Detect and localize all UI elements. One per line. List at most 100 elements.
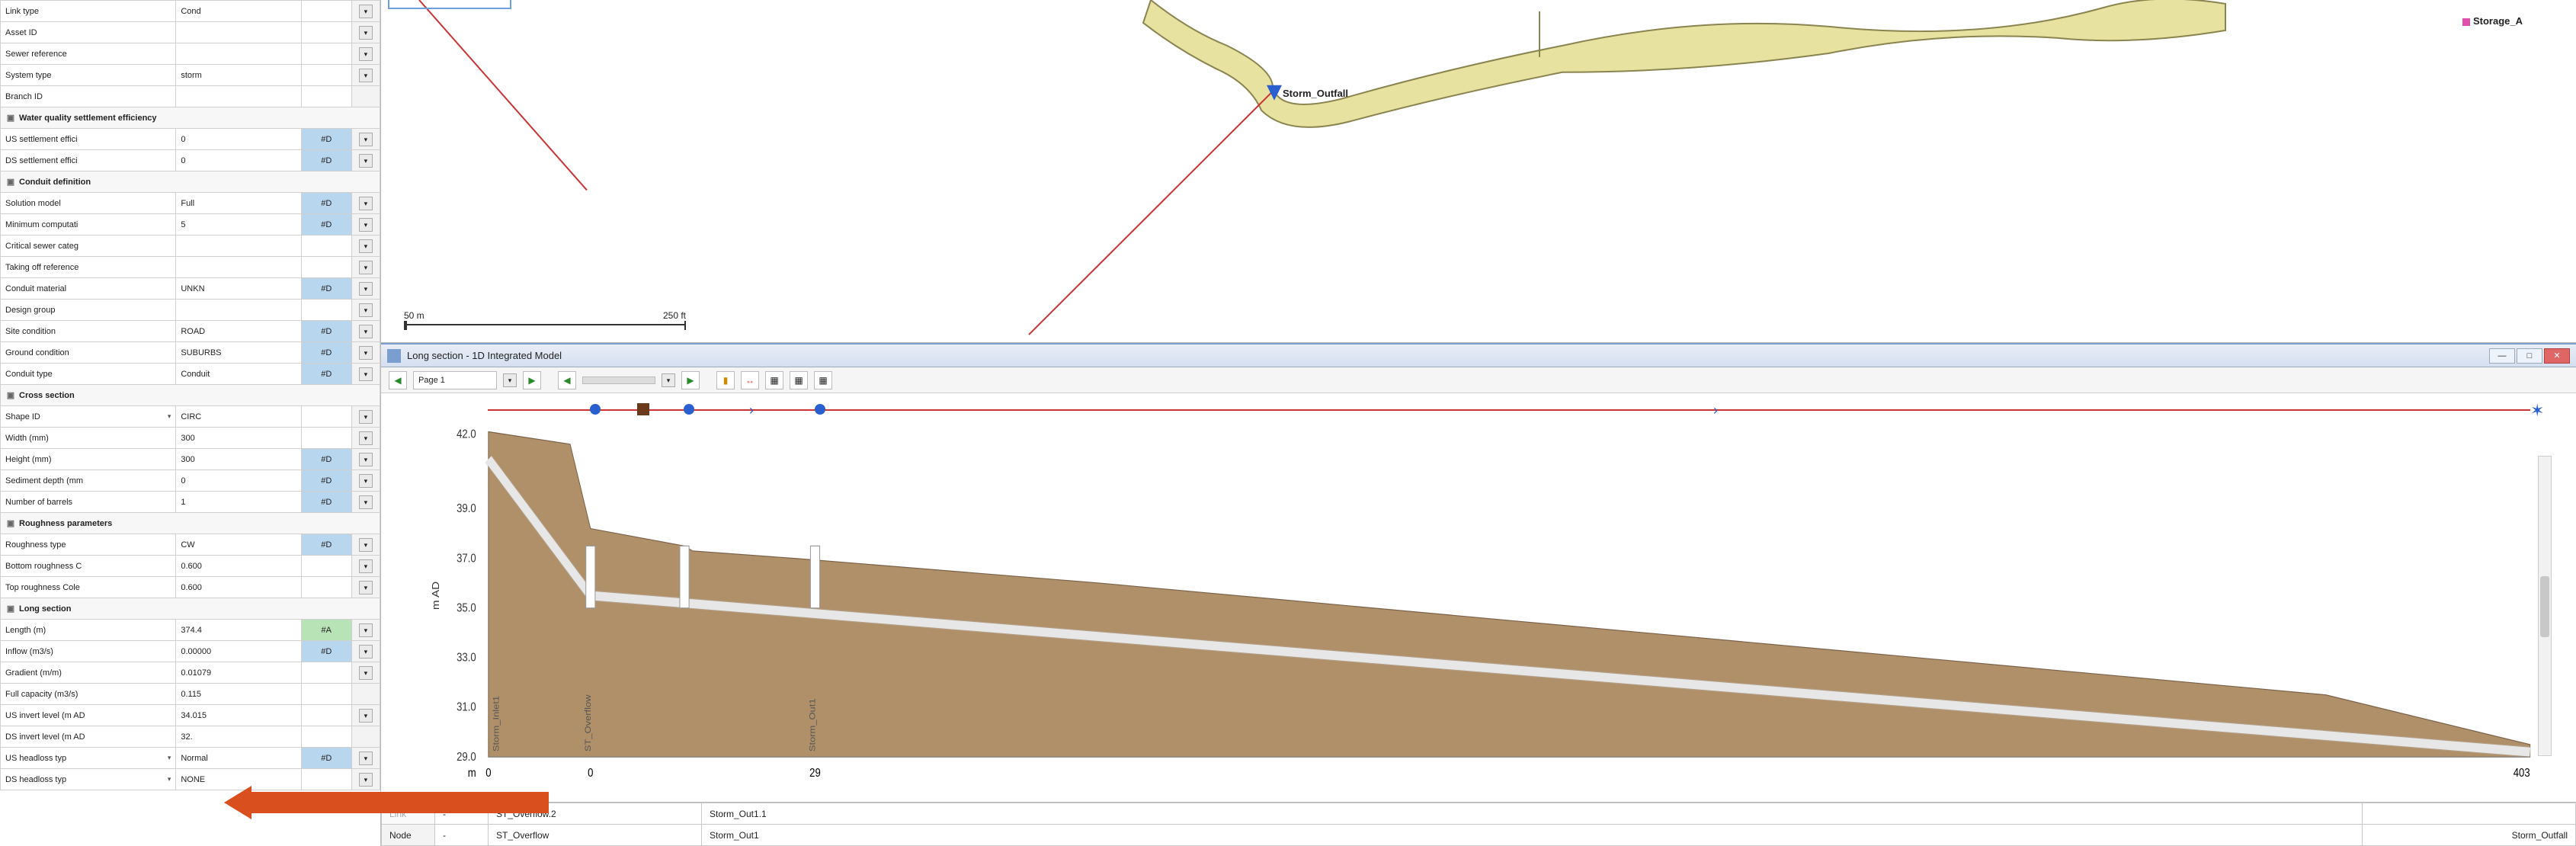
group-header[interactable]: ▣Roughness parameters (1, 513, 380, 534)
prop-value[interactable]: 374.4 (176, 620, 302, 641)
prop-flag[interactable]: #D (301, 492, 351, 513)
slider-dropdown[interactable]: ▾ (662, 373, 675, 387)
dropdown-icon[interactable]: ▾ (359, 261, 373, 274)
prop-flag[interactable] (301, 300, 351, 321)
collapse-icon[interactable]: ▣ (5, 177, 16, 187)
prop-value[interactable]: 0 (176, 129, 302, 150)
group-header[interactable]: ▣Conduit definition (1, 171, 380, 193)
prop-value[interactable]: UNKN (176, 278, 302, 300)
dropdown-icon[interactable]: ▾ (359, 47, 373, 61)
prop-flag[interactable] (301, 684, 351, 705)
prop-value[interactable]: Normal (176, 748, 302, 769)
grid-tool-1-button[interactable]: ▦ (765, 371, 783, 389)
prop-dropdown[interactable]: ▾ (351, 257, 380, 278)
prop-dropdown[interactable]: ▾ (351, 769, 380, 790)
page-indicator[interactable]: Page 1 (413, 371, 497, 389)
prop-dropdown[interactable]: ▾ (351, 641, 380, 662)
prop-flag[interactable]: #D (301, 470, 351, 492)
prop-flag[interactable] (301, 257, 351, 278)
prop-value[interactable] (176, 22, 302, 43)
prop-value[interactable]: 5 (176, 214, 302, 236)
prop-dropdown[interactable]: ▾ (351, 364, 380, 385)
prop-flag[interactable] (301, 705, 351, 726)
prev-page-button[interactable]: ◀ (389, 371, 407, 389)
dropdown-icon[interactable]: ▾ (359, 666, 373, 680)
dropdown-icon[interactable]: ▾ (359, 474, 373, 488)
dropdown-icon[interactable]: ▾ (359, 709, 373, 723)
prop-dropdown[interactable]: ▾ (351, 22, 380, 43)
prop-dropdown[interactable]: ▾ (351, 748, 380, 769)
dropdown-icon[interactable]: ▾ (359, 325, 373, 338)
prop-flag[interactable] (301, 428, 351, 449)
schematic-sq[interactable] (637, 403, 649, 415)
long-section-titlebar[interactable]: Long section - 1D Integrated Model — □ ✕ (381, 344, 2576, 367)
prop-value[interactable] (176, 300, 302, 321)
collapse-icon[interactable]: ▣ (5, 390, 16, 400)
prop-flag[interactable] (301, 86, 351, 107)
prop-dropdown[interactable]: ▾ (351, 492, 380, 513)
prop-value[interactable] (176, 86, 302, 107)
prop-dropdown[interactable]: ▾ (351, 214, 380, 236)
prop-flag[interactable]: #D (301, 214, 351, 236)
prop-flag[interactable]: #D (301, 193, 351, 214)
dropdown-icon[interactable]: ▾ (359, 346, 373, 360)
label-dropdown-icon[interactable]: ▾ (168, 775, 171, 784)
label-dropdown-icon[interactable]: ▾ (168, 754, 171, 762)
prop-flag[interactable] (301, 406, 351, 428)
collapse-icon[interactable]: ▣ (5, 604, 16, 614)
prop-flag[interactable]: #D (301, 150, 351, 171)
dropdown-icon[interactable]: ▾ (359, 751, 373, 765)
dropdown-icon[interactable]: ▾ (359, 5, 373, 18)
prop-value[interactable]: CIRC (176, 406, 302, 428)
prop-dropdown[interactable] (351, 86, 380, 107)
group-header[interactable]: ▣Cross section (1, 385, 380, 406)
close-button[interactable]: ✕ (2544, 348, 2570, 364)
dropdown-icon[interactable]: ▾ (359, 623, 373, 637)
dropdown-icon[interactable]: ▾ (359, 26, 373, 40)
prop-value[interactable]: 300 (176, 449, 302, 470)
prop-flag[interactable] (301, 43, 351, 65)
dropdown-icon[interactable]: ▾ (359, 154, 373, 168)
grid-tool-3-button[interactable]: ▦ (814, 371, 832, 389)
grid-tool-2-button[interactable]: ▦ (790, 371, 808, 389)
dropdown-icon[interactable]: ▾ (359, 559, 373, 573)
maximize-button[interactable]: □ (2517, 348, 2542, 364)
dropdown-icon[interactable]: ▾ (359, 453, 373, 466)
group-header[interactable]: ▣Water quality settlement efficiency (1, 107, 380, 129)
prop-flag[interactable] (301, 662, 351, 684)
link-tool-button[interactable]: ↔ (741, 371, 759, 389)
prop-flag[interactable]: #D (301, 321, 351, 342)
prop-flag[interactable]: #D (301, 364, 351, 385)
prop-flag[interactable] (301, 1, 351, 22)
prop-dropdown[interactable]: ▾ (351, 43, 380, 65)
prop-value[interactable]: 0.600 (176, 556, 302, 577)
label-dropdown-icon[interactable]: ▾ (168, 412, 171, 421)
prop-dropdown[interactable]: ▾ (351, 129, 380, 150)
dropdown-icon[interactable]: ▾ (359, 538, 373, 552)
dropdown-icon[interactable]: ▾ (359, 303, 373, 317)
prop-dropdown[interactable]: ▾ (351, 449, 380, 470)
schematic-star[interactable]: ✶ (2530, 401, 2544, 421)
prop-dropdown[interactable]: ▾ (351, 534, 380, 556)
map-canvas[interactable]: Storm_Outfall Storage_A 50 m250 ft (381, 0, 2576, 343)
dropdown-icon[interactable]: ▾ (359, 133, 373, 146)
prop-dropdown[interactable]: ▾ (351, 321, 380, 342)
prop-flag[interactable] (301, 726, 351, 748)
next-page-button[interactable]: ▶ (523, 371, 541, 389)
schematic-arrow[interactable]: › (749, 402, 754, 418)
prop-value[interactable]: 1 (176, 492, 302, 513)
chart-scrollbar[interactable] (2538, 456, 2552, 756)
prop-flag[interactable]: #D (301, 129, 351, 150)
prop-dropdown[interactable]: ▾ (351, 342, 380, 364)
dropdown-icon[interactable]: ▾ (359, 282, 373, 296)
play-forward-button[interactable]: ▶ (681, 371, 700, 389)
prop-dropdown[interactable]: ▾ (351, 278, 380, 300)
page-dropdown[interactable]: ▾ (503, 373, 517, 387)
dropdown-icon[interactable]: ▾ (359, 197, 373, 210)
prop-dropdown[interactable] (351, 726, 380, 748)
collapse-icon[interactable]: ▣ (5, 113, 16, 123)
play-back-button[interactable]: ◀ (558, 371, 576, 389)
dropdown-icon[interactable]: ▾ (359, 431, 373, 445)
profile-chart[interactable]: 42.039.037.035.033.031.029.0m ADm0029403… (427, 425, 2553, 802)
prop-value[interactable]: 0.600 (176, 577, 302, 598)
